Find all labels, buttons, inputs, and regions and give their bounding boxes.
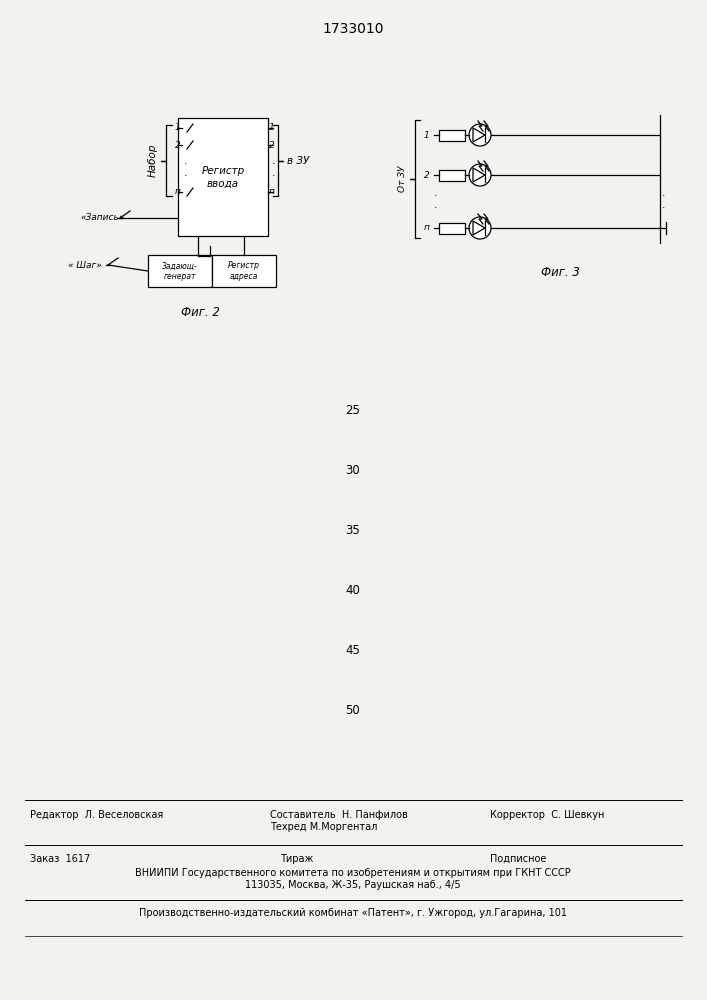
- Circle shape: [469, 217, 491, 239]
- Text: Производственно-издательский комбинат «Патент», г. Ужгород, ул.Гагарина, 101: Производственно-издательский комбинат «П…: [139, 908, 567, 918]
- Text: 1: 1: [175, 123, 181, 132]
- Text: 30: 30: [346, 464, 361, 477]
- Text: 113035, Москва, Ж-35, Раушская наб., 4/5: 113035, Москва, Ж-35, Раушская наб., 4/5: [245, 880, 461, 890]
- Text: 1: 1: [424, 130, 430, 139]
- Text: ·
·: · ·: [185, 159, 187, 181]
- Text: п: п: [175, 188, 181, 196]
- Text: 50: 50: [346, 704, 361, 716]
- Text: 45: 45: [346, 644, 361, 656]
- Text: Фиг. 3: Фиг. 3: [541, 266, 580, 279]
- Text: ·
·: · ·: [434, 191, 438, 213]
- Text: 2: 2: [269, 140, 275, 149]
- Circle shape: [469, 164, 491, 186]
- Text: п: п: [269, 188, 275, 196]
- Text: « Шаг»: « Шаг»: [68, 260, 102, 269]
- Text: в ЗУ: в ЗУ: [287, 155, 310, 165]
- Text: 2: 2: [175, 140, 181, 149]
- Text: Подписное: Подписное: [490, 854, 547, 864]
- Text: Корректор  С. Шевкун: Корректор С. Шевкун: [490, 810, 604, 820]
- Bar: [178, 118, 268, 236]
- Bar: [439, 223, 465, 233]
- Text: ·
·: · ·: [272, 159, 276, 181]
- Text: 25: 25: [346, 403, 361, 416]
- Text: Задающ-
генерат: Задающ- генерат: [162, 261, 198, 281]
- Text: 2: 2: [424, 170, 430, 180]
- Text: Регистр
ввода: Регистр ввода: [201, 166, 245, 188]
- Text: 1: 1: [269, 123, 275, 132]
- Text: Редактор  Л. Веселовская: Редактор Л. Веселовская: [30, 810, 163, 820]
- Text: Фиг. 2: Фиг. 2: [180, 306, 219, 319]
- Text: От ЗУ: От ЗУ: [399, 166, 407, 192]
- Text: 35: 35: [346, 524, 361, 536]
- Text: 1733010: 1733010: [322, 22, 384, 36]
- Text: ·
·: · ·: [662, 191, 666, 213]
- Text: Тираж: Тираж: [280, 854, 313, 864]
- Text: 40: 40: [346, 584, 361, 596]
- Text: ВНИИПИ Государственного комитета по изобретениям и открытиям при ГКНТ СССР: ВНИИПИ Государственного комитета по изоб…: [135, 868, 571, 878]
- Bar: [439, 129, 465, 140]
- Bar: [439, 169, 465, 180]
- Text: Составитель  Н. Панфилов: Составитель Н. Панфилов: [270, 810, 408, 820]
- Bar: [212, 255, 276, 287]
- Text: «Запись»: «Запись»: [80, 214, 124, 223]
- Text: п: п: [424, 224, 430, 232]
- Circle shape: [469, 124, 491, 146]
- Text: Техред М.Моргентал: Техред М.Моргентал: [270, 822, 378, 832]
- Bar: [148, 255, 212, 287]
- Text: Регистр
адреса: Регистр адреса: [228, 261, 260, 281]
- Text: Набор: Набор: [148, 144, 158, 177]
- Text: Заказ  1617: Заказ 1617: [30, 854, 90, 864]
